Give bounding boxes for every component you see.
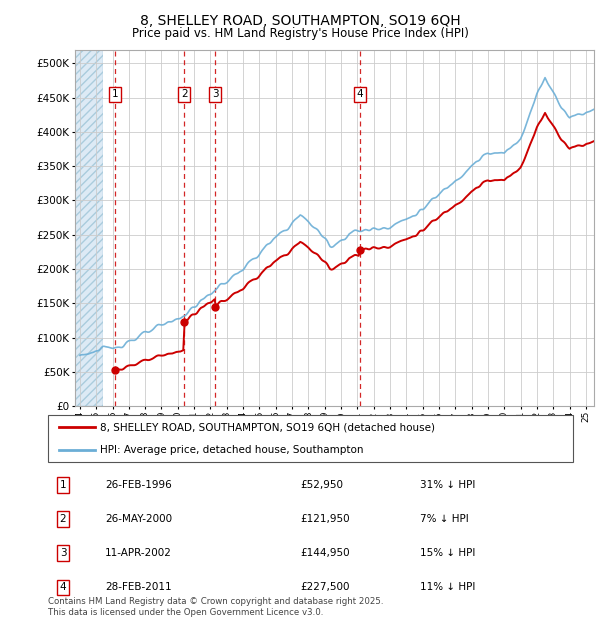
- Text: Price paid vs. HM Land Registry's House Price Index (HPI): Price paid vs. HM Land Registry's House …: [131, 27, 469, 40]
- Text: £52,950: £52,950: [300, 480, 343, 490]
- Text: Contains HM Land Registry data © Crown copyright and database right 2025.
This d: Contains HM Land Registry data © Crown c…: [48, 598, 383, 617]
- Text: £121,950: £121,950: [300, 514, 350, 525]
- Text: 7% ↓ HPI: 7% ↓ HPI: [420, 514, 469, 525]
- Text: 15% ↓ HPI: 15% ↓ HPI: [420, 548, 475, 559]
- FancyBboxPatch shape: [48, 415, 573, 462]
- Text: HPI: Average price, detached house, Southampton: HPI: Average price, detached house, Sout…: [101, 445, 364, 455]
- Text: 8, SHELLEY ROAD, SOUTHAMPTON, SO19 6QH (detached house): 8, SHELLEY ROAD, SOUTHAMPTON, SO19 6QH (…: [101, 422, 436, 432]
- Bar: [75, 50, 103, 406]
- Text: 2: 2: [59, 514, 67, 525]
- Text: 11-APR-2002: 11-APR-2002: [105, 548, 172, 559]
- Text: 26-FEB-1996: 26-FEB-1996: [105, 480, 172, 490]
- Text: 11% ↓ HPI: 11% ↓ HPI: [420, 582, 475, 593]
- Text: 28-FEB-2011: 28-FEB-2011: [105, 582, 172, 593]
- Bar: [103, 50, 594, 406]
- Text: 1: 1: [59, 480, 67, 490]
- Text: 8, SHELLEY ROAD, SOUTHAMPTON, SO19 6QH: 8, SHELLEY ROAD, SOUTHAMPTON, SO19 6QH: [140, 14, 460, 28]
- Text: £144,950: £144,950: [300, 548, 350, 559]
- Text: 26-MAY-2000: 26-MAY-2000: [105, 514, 172, 525]
- Text: 4: 4: [59, 582, 67, 593]
- Text: 4: 4: [356, 89, 363, 99]
- Text: 31% ↓ HPI: 31% ↓ HPI: [420, 480, 475, 490]
- Text: £227,500: £227,500: [300, 582, 349, 593]
- Text: 1: 1: [112, 89, 118, 99]
- Text: 2: 2: [181, 89, 188, 99]
- Text: 3: 3: [212, 89, 218, 99]
- Text: 3: 3: [59, 548, 67, 559]
